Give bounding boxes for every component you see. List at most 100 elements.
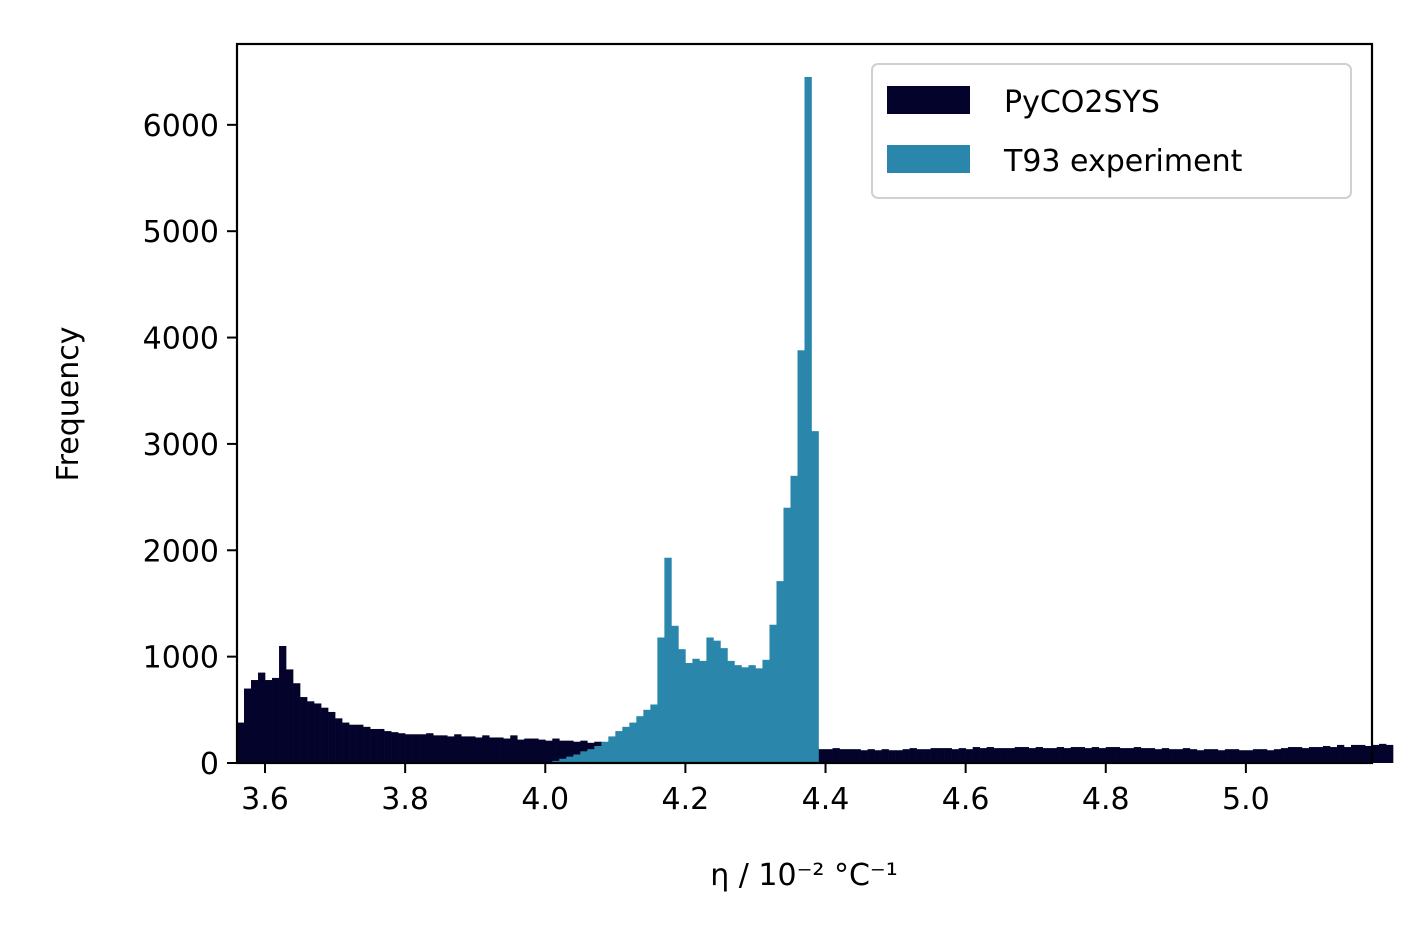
histogram-bar [1007,748,1015,763]
histogram-bar [1175,749,1184,763]
histogram-bar [412,734,420,763]
legend: PyCO2SYS T93 experiment [871,63,1352,199]
histogram-bar [566,740,574,763]
histogram-bar [888,750,896,763]
histogram-bar [384,731,392,763]
histogram-bar [286,669,294,763]
histogram-bar [580,751,588,763]
histogram-bar [601,741,609,763]
histogram-bar [916,749,924,763]
histogram-bar [482,735,490,763]
histogram-bar [349,724,357,763]
histogram-bar [587,749,595,763]
histogram-bar [496,737,504,763]
x-tick-label: 4.4 [802,782,850,817]
histogram-bar [370,728,378,763]
histogram-bar [1196,750,1205,763]
histogram-bar [1077,747,1086,763]
x-tick-label: 4.2 [662,782,710,817]
histogram-bar [993,748,1001,763]
histogram-bar [811,431,819,763]
histogram-bar [986,747,994,763]
histogram-bar [1042,748,1051,763]
histogram-bar [426,733,434,763]
histogram-bar [244,688,252,763]
legend-label-pyco2sys: PyCO2SYS [1004,85,1160,120]
histogram-bar [1035,747,1044,763]
histogram-bar [678,649,686,763]
histogram-bar [972,747,980,763]
histogram-bar [405,734,413,763]
histogram-bar [1238,750,1247,763]
histogram-bar [1308,747,1317,763]
histogram-bar [328,711,336,763]
histogram-bar [692,658,700,763]
histogram-bar [853,749,861,763]
series-t93-experiment [545,76,819,764]
histogram-bar [377,728,385,763]
histogram-bar [363,726,371,763]
x-axis-label: η / 10⁻² °C⁻¹ [710,858,898,893]
histogram-bar [741,667,749,763]
histogram-bar [510,735,518,763]
histogram-bar [342,722,350,763]
histogram-bar [461,736,469,763]
histogram-bar [517,739,525,763]
histogram-bar [1336,744,1345,763]
histogram-bar [1028,748,1037,763]
histogram-bar [300,697,308,763]
histogram-bar [923,749,931,763]
histogram-bar [433,735,441,763]
y-tick-label: 1000 [143,641,219,676]
histogram-bar [1203,749,1212,763]
histogram-bar [1070,747,1079,763]
histogram-bar [524,738,532,763]
histogram-bar [1140,748,1149,763]
histogram-bar [1014,747,1022,763]
histogram-bar [979,748,987,763]
histogram-bar [1084,748,1093,763]
histogram-bar [531,738,539,763]
histogram-bar [937,748,945,763]
histogram-bar [671,625,679,763]
legend-swatch-pyco2sys [887,86,970,114]
histogram-bar [1161,748,1170,763]
histogram-bar [1063,748,1072,763]
histogram-bar [594,745,602,763]
histogram-bar [951,749,959,763]
histogram-bar [419,734,427,763]
histogram-bar [1119,748,1128,763]
histogram-bar [713,640,721,763]
histogram-bar [608,736,616,763]
histogram-bar [1168,749,1177,763]
histogram-bar [1210,749,1219,763]
histogram-bar [734,665,742,763]
histogram-bar [944,748,952,763]
histogram-bar [356,724,364,763]
histogram-bar [552,738,560,763]
histogram-bar [839,749,847,763]
histogram-bar [1315,747,1324,763]
histogram-bar [832,748,840,763]
histogram-bar [1266,750,1275,763]
histogram-bar [454,734,462,763]
histogram-bar [790,475,798,763]
histogram-bar [391,732,399,763]
histogram-bar [909,748,917,763]
histogram-bar [1189,749,1198,763]
histogram-bar [1372,744,1380,763]
histogram-bar [1287,747,1296,763]
histogram-bar [1301,748,1310,763]
histogram-bar [846,749,854,763]
histogram-bar [930,748,938,763]
y-tick-label: 5000 [143,215,219,250]
histogram-bar [902,749,910,763]
histogram-bar [1231,749,1240,763]
y-axis-label: Frequency [51,327,86,482]
histogram-bar [762,659,770,763]
histogram-bar [636,716,644,763]
y-tick-label: 6000 [143,109,219,144]
histogram-bar [895,750,903,763]
histogram-bar [314,703,322,763]
histogram-bar [867,749,875,763]
